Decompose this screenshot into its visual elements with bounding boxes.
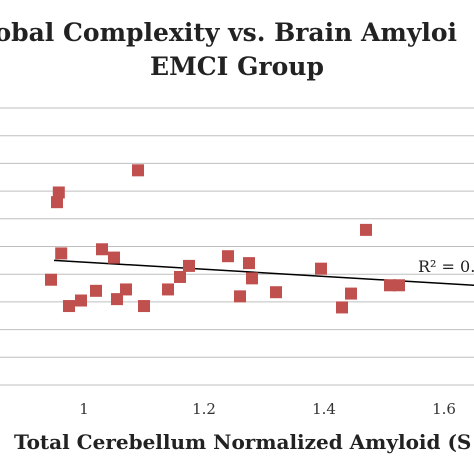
data-point [63, 300, 75, 313]
chart-title-line1: lobal Complexity vs. Brain Amyloi [0, 18, 458, 47]
data-point [183, 259, 195, 272]
data-points [45, 164, 405, 314]
data-point [111, 293, 123, 306]
data-point [138, 300, 150, 313]
data-point [174, 270, 186, 283]
data-point [270, 286, 282, 299]
r-squared-annotation: R² = 0.0 [418, 257, 474, 276]
gridlines [0, 107, 474, 386]
data-point [108, 251, 120, 264]
x-tick-label: 1.4 [312, 400, 336, 418]
data-point [55, 247, 68, 260]
data-point [52, 186, 65, 199]
data-point [393, 279, 405, 292]
x-tick-labels: 1 1.2 1.4 1.6 [79, 400, 456, 418]
data-point [90, 284, 102, 297]
data-point [162, 283, 174, 296]
data-point [315, 262, 327, 275]
x-axis-label: Total Cerebellum Normalized Amyloid (S [14, 430, 472, 454]
data-point [75, 294, 87, 307]
data-point [96, 243, 108, 256]
data-point [336, 301, 348, 314]
trendline [53, 259, 474, 287]
data-point [120, 283, 132, 296]
data-point [243, 257, 255, 270]
data-point [222, 250, 234, 263]
data-point [234, 290, 246, 303]
x-tick-label: 1.2 [192, 400, 216, 418]
data-point [246, 272, 258, 285]
data-point [345, 287, 357, 300]
data-point [132, 164, 144, 177]
data-point [51, 196, 63, 209]
data-point [45, 273, 57, 286]
x-tick-label: 1.6 [432, 400, 456, 418]
chart-title-line2: EMCI Group [150, 52, 324, 81]
x-tick-label: 1 [79, 400, 89, 418]
data-point [360, 223, 372, 236]
